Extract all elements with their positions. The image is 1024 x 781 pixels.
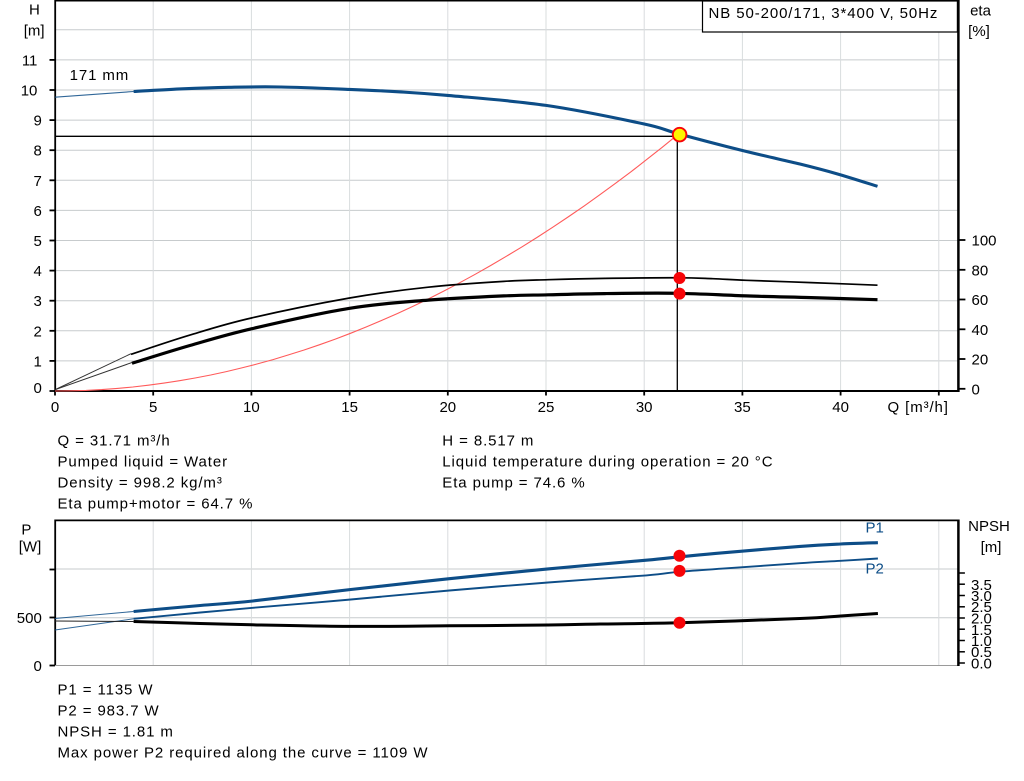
- svg-text:10: 10: [243, 399, 260, 416]
- svg-text:0.5: 0.5: [971, 644, 992, 661]
- svg-text:P1 = 1135 W: P1 = 1135 W: [58, 682, 154, 699]
- svg-text:1.5: 1.5: [971, 622, 992, 639]
- svg-text:2.5: 2.5: [971, 599, 992, 616]
- svg-text:3.5: 3.5: [971, 577, 992, 594]
- svg-text:9: 9: [33, 113, 41, 130]
- svg-text:8: 8: [33, 143, 41, 160]
- svg-text:2.0: 2.0: [971, 611, 992, 628]
- svg-text:0: 0: [33, 658, 41, 675]
- svg-text:30: 30: [636, 399, 653, 416]
- svg-text:171 mm: 171 mm: [70, 67, 130, 84]
- svg-text:3.0: 3.0: [971, 588, 992, 605]
- svg-text:11: 11: [22, 52, 38, 69]
- svg-text:H = 8.517 m: H = 8.517 m: [442, 432, 534, 449]
- svg-text:4: 4: [33, 263, 41, 280]
- svg-text:60: 60: [972, 292, 989, 309]
- svg-text:Eta pump+motor = 64.7 %: Eta pump+motor = 64.7 %: [58, 495, 254, 512]
- svg-text:Density = 998.2 kg/m³: Density = 998.2 kg/m³: [58, 474, 223, 491]
- svg-text:Pumped liquid = Water: Pumped liquid = Water: [58, 453, 229, 470]
- svg-text:Max power P2 required along th: Max power P2 required along the curve = …: [58, 745, 429, 762]
- svg-text:[W]: [W]: [19, 538, 42, 555]
- svg-text:6: 6: [33, 203, 41, 220]
- svg-text:Q = 31.71 m³/h: Q = 31.71 m³/h: [58, 432, 171, 449]
- svg-text:0.0: 0.0: [971, 656, 992, 673]
- svg-text:80: 80: [972, 262, 989, 279]
- svg-text:0: 0: [972, 381, 980, 398]
- svg-text:500: 500: [17, 610, 42, 627]
- svg-text:NPSH: NPSH: [968, 518, 1010, 535]
- svg-text:100: 100: [972, 233, 997, 250]
- svg-text:25: 25: [538, 399, 555, 416]
- svg-text:P: P: [21, 522, 31, 539]
- svg-text:Eta pump = 74.6 %: Eta pump = 74.6 %: [442, 474, 585, 491]
- svg-text:P2 = 983.7 W: P2 = 983.7 W: [58, 703, 160, 720]
- svg-text:[m]: [m]: [24, 22, 45, 39]
- svg-text:0: 0: [51, 399, 59, 416]
- svg-text:40: 40: [972, 322, 989, 339]
- svg-text:P2: P2: [866, 560, 884, 577]
- svg-text:3: 3: [33, 293, 41, 310]
- svg-text:Q [m³/h]: Q [m³/h]: [888, 399, 949, 416]
- svg-text:2: 2: [33, 323, 41, 340]
- svg-text:0: 0: [33, 380, 41, 397]
- svg-text:5: 5: [149, 399, 157, 416]
- svg-text:1.0: 1.0: [971, 633, 992, 650]
- svg-text:10: 10: [21, 83, 38, 100]
- svg-text:35: 35: [734, 399, 751, 416]
- svg-text:eta: eta: [970, 2, 992, 19]
- svg-text:40: 40: [832, 399, 849, 416]
- svg-text:NPSH = 1.81 m: NPSH = 1.81 m: [58, 724, 174, 741]
- svg-text:1: 1: [33, 353, 41, 370]
- svg-text:P1: P1: [866, 519, 884, 536]
- svg-text:Liquid temperature during oper: Liquid temperature during operation = 20…: [442, 453, 773, 470]
- svg-text:20: 20: [439, 399, 456, 416]
- svg-text:[m]: [m]: [981, 539, 1002, 556]
- svg-text:[%]: [%]: [968, 23, 990, 40]
- svg-text:7: 7: [33, 173, 41, 190]
- svg-text:15: 15: [341, 399, 358, 416]
- svg-text:NB 50-200/171, 3*400 V, 50Hz: NB 50-200/171, 3*400 V, 50Hz: [709, 5, 939, 22]
- svg-text:H: H: [29, 1, 40, 18]
- svg-text:20: 20: [972, 352, 989, 369]
- svg-text:5: 5: [33, 233, 41, 250]
